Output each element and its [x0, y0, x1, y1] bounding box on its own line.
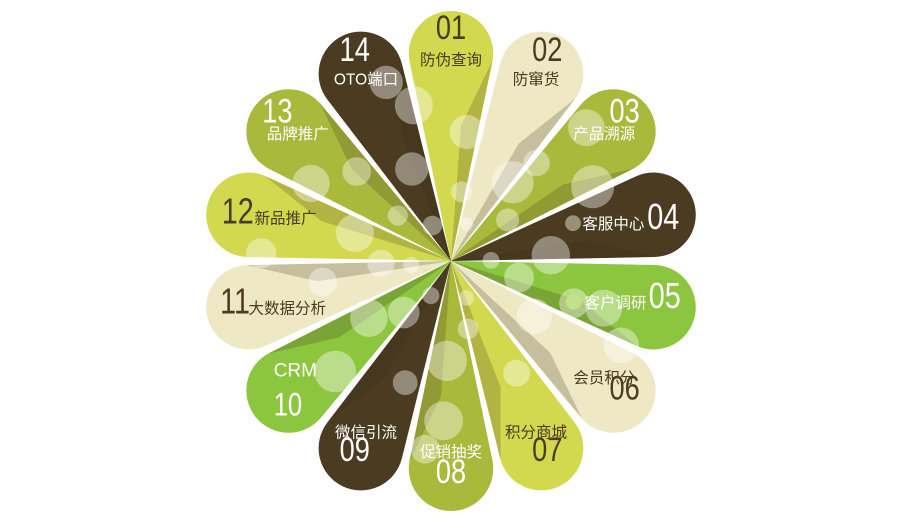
svg-text:14: 14	[340, 30, 370, 69]
svg-text:微信引流: 微信引流	[335, 424, 397, 442]
svg-text:客服中心: 客服中心	[582, 215, 644, 233]
svg-text:会员积分: 会员积分	[573, 369, 635, 387]
svg-text:01: 01	[436, 8, 466, 47]
svg-text:05: 05	[649, 275, 681, 316]
svg-text:新品推广: 新品推广	[255, 209, 317, 227]
svg-text:02: 02	[532, 30, 562, 69]
svg-text:10: 10	[274, 388, 302, 423]
svg-text:防窜货: 防窜货	[513, 70, 560, 88]
svg-text:大数据分析: 大数据分析	[249, 300, 327, 318]
svg-text:产品溯源: 产品溯源	[573, 125, 635, 143]
svg-text:11: 11	[220, 280, 250, 321]
svg-text:12: 12	[222, 190, 254, 231]
svg-text:品牌推广: 品牌推广	[267, 125, 329, 143]
svg-text:13: 13	[262, 92, 292, 131]
svg-text:04: 04	[647, 196, 679, 237]
svg-text:积分商城: 积分商城	[505, 424, 568, 442]
svg-text:防伪查询: 防伪查询	[420, 51, 482, 69]
svg-text:客户调研: 客户调研	[585, 294, 647, 312]
svg-text:OTO端口: OTO端口	[334, 70, 398, 88]
svg-text:CRM: CRM	[274, 360, 317, 381]
svg-text:03: 03	[609, 92, 639, 131]
svg-text:促销抽奖: 促销抽奖	[420, 443, 482, 461]
